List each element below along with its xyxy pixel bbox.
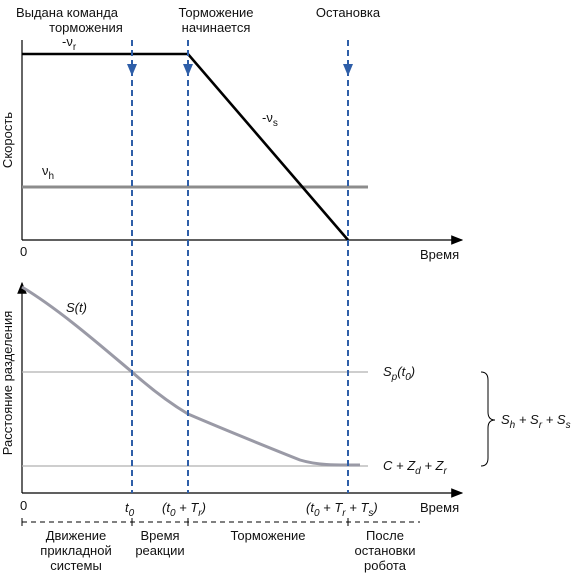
phase-application-l2: прикладной	[40, 543, 111, 558]
tick-t0: t0	[125, 500, 135, 519]
phase-application-l3: системы	[50, 558, 102, 573]
tick-t0-tr: (t0 + Tr)	[162, 500, 206, 519]
label-vr: -νr	[62, 34, 77, 53]
phase-reaction-l2: реакции	[135, 543, 184, 558]
sum-brace	[480, 371, 496, 467]
phase-after-stop-l1: После	[366, 528, 404, 543]
label-braking-starts-line1: Торможение	[178, 5, 253, 20]
arrow-down-icon	[183, 64, 193, 76]
bottom-x-label: Время	[420, 500, 459, 515]
label-sum: Sh + Sr + Ss	[501, 412, 571, 431]
label-vs: -νs	[262, 110, 278, 129]
tick-t0-tr-ts: (t0 + Tr + Ts)	[306, 500, 378, 519]
velocity-profile	[22, 52, 349, 241]
label-command-issued-line1: Выдана команда	[16, 5, 119, 20]
top-y-label: Скорость	[0, 112, 15, 168]
label-c-zd-zr: C + Zd + Zr	[383, 458, 447, 477]
phase-reaction-l1: Время	[140, 528, 179, 543]
label-vh: νh	[42, 163, 54, 182]
phase-after-stop-l2: остановки	[354, 543, 415, 558]
label-st: S(t)	[66, 300, 87, 315]
bottom-origin: 0	[20, 498, 27, 513]
phase-application-l1: Движение	[46, 528, 107, 543]
top-x-label: Время	[420, 247, 459, 262]
phase-after-stop-l3: робота	[364, 558, 407, 573]
arrow-down-icon	[127, 64, 137, 76]
phase-braking: Торможение	[230, 528, 305, 543]
arrow-down-icon	[343, 64, 353, 76]
label-stop: Остановка	[316, 5, 381, 20]
top-origin: 0	[20, 244, 27, 259]
label-sp: Sp(t0)	[383, 364, 415, 383]
label-braking-starts-line2: начинается	[182, 20, 251, 35]
label-command-issued-line2: торможения	[49, 20, 123, 35]
bottom-y-label: Расстояние разделения	[0, 311, 15, 456]
